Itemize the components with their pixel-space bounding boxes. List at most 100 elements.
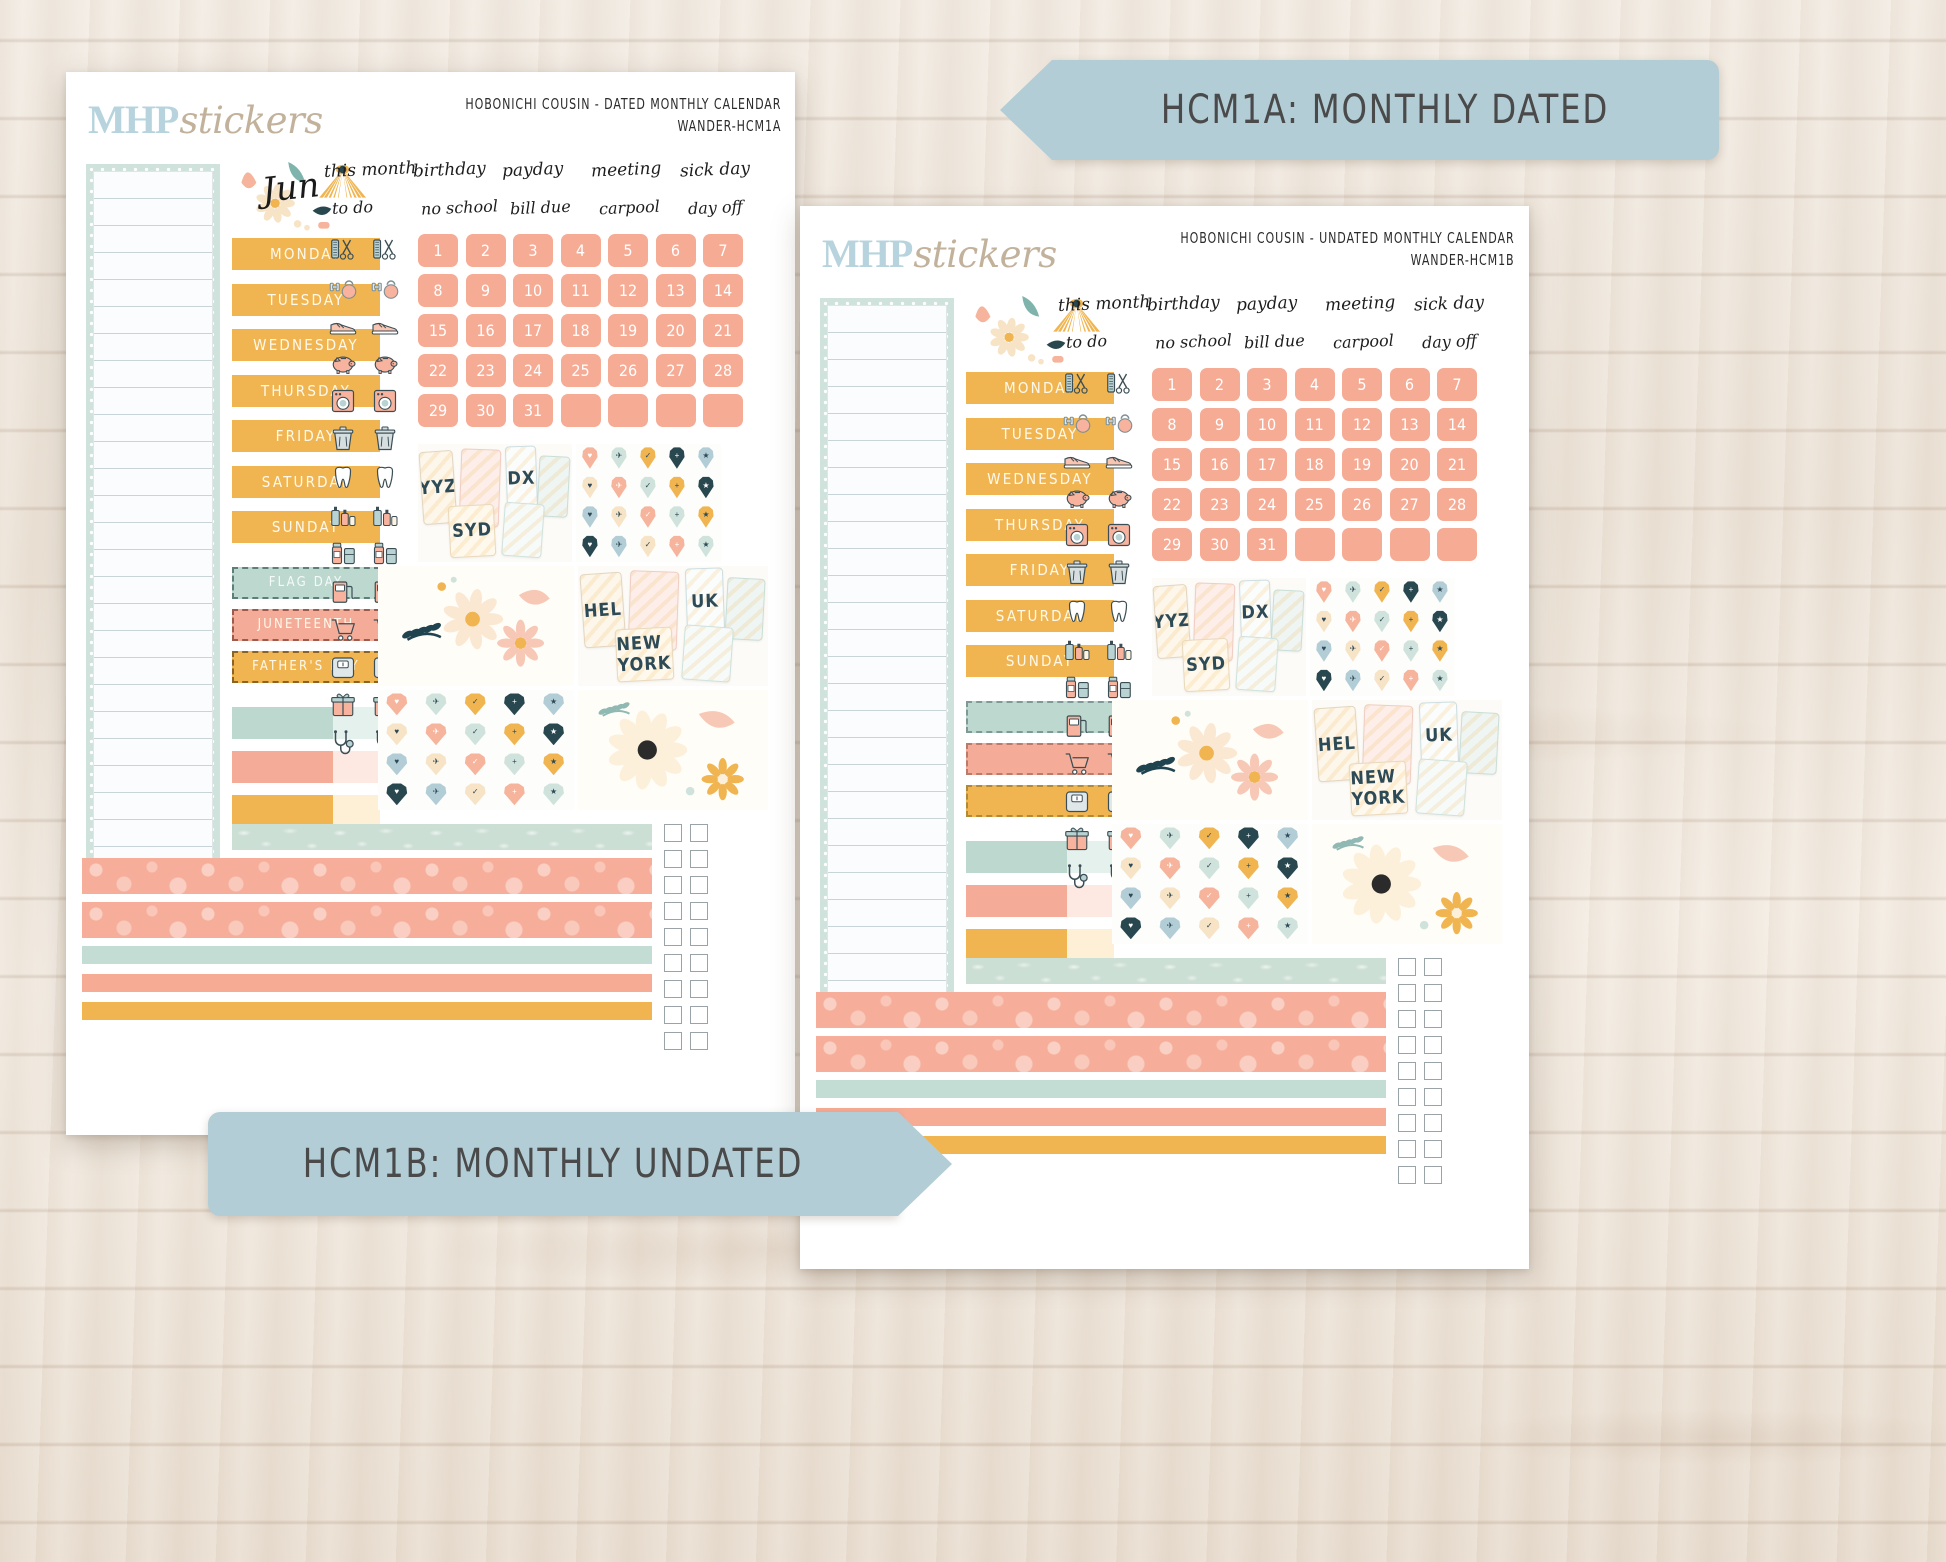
icon-gas-pump-icon[interactable]	[1062, 710, 1092, 740]
date-cell[interactable]: 18	[1294, 448, 1335, 481]
date-cell[interactable]: 3	[1247, 368, 1287, 401]
icon-toiletries-icon[interactable]	[370, 500, 400, 530]
icon-toiletries-icon[interactable]	[1062, 634, 1092, 664]
sticker-sheet-dated[interactable]: MHP stickers HOBONICHI COUSIN - DATED MONT…	[66, 72, 795, 1135]
holiday-pill-0[interactable]: FLAG DAY	[232, 566, 380, 599]
checkbox-sticker[interactable]	[1398, 958, 1416, 976]
checkbox-sticker[interactable]	[690, 824, 708, 842]
checkbox-sticker[interactable]	[1424, 1010, 1442, 1028]
date-cell[interactable]: 21	[703, 314, 743, 347]
checkbox-sticker[interactable]	[664, 902, 682, 920]
icon-stethoscope-icon[interactable]	[328, 728, 358, 758]
checkbox-sticker[interactable]	[664, 954, 682, 972]
date-cell[interactable]: 21	[1437, 448, 1477, 481]
date-cell[interactable]: 22	[1152, 488, 1192, 521]
checkbox-sticker[interactable]	[1424, 958, 1442, 976]
icon-pill-bottle-icon[interactable]	[328, 538, 358, 568]
weekday-pill-saturday[interactable]: SATURDAY	[966, 599, 1114, 632]
checkbox-sticker[interactable]	[1424, 1036, 1442, 1054]
date-cell[interactable]: 4	[1294, 368, 1335, 401]
date-cell[interactable]: 12	[1342, 408, 1382, 441]
icon-bathroom-scale-icon[interactable]	[1062, 786, 1092, 816]
date-cell-blank[interactable]	[655, 394, 696, 427]
date-cell[interactable]: 23	[1199, 488, 1240, 521]
two-tone-flag-1[interactable]	[966, 884, 1114, 917]
two-tone-flag-2[interactable]	[232, 794, 380, 827]
icon-tooth-icon[interactable]	[370, 462, 400, 492]
date-cell[interactable]: 3	[513, 234, 553, 267]
checkbox-sticker[interactable]	[1398, 1036, 1416, 1054]
date-cell[interactable]: 17	[1247, 448, 1287, 481]
date-cell[interactable]: 1	[1152, 368, 1192, 401]
date-cell[interactable]: 15	[1152, 448, 1192, 481]
date-cell[interactable]: 5	[1342, 368, 1382, 401]
date-cell[interactable]: 11	[560, 274, 601, 307]
date-cell[interactable]: 5	[608, 234, 648, 267]
checkbox-sticker[interactable]	[664, 1006, 682, 1024]
date-cell[interactable]: 29	[418, 394, 458, 427]
date-cell[interactable]: 13	[1389, 408, 1430, 441]
date-cell[interactable]: 20	[1389, 448, 1430, 481]
icon-pill-bottle-icon[interactable]	[1062, 672, 1092, 702]
date-cell[interactable]: 15	[418, 314, 458, 347]
date-cell[interactable]: 27	[655, 354, 696, 387]
icon-dumbbell-kettlebell-icon[interactable]	[1062, 406, 1092, 436]
two-tone-flag-1[interactable]	[232, 750, 380, 783]
icon-piggy-bank-icon[interactable]	[1062, 482, 1092, 512]
weekday-pill-wednesday[interactable]: WEDNESDAY	[232, 329, 380, 361]
icon-sneaker-icon[interactable]	[1104, 444, 1134, 474]
date-cell[interactable]: 10	[513, 274, 553, 307]
date-cell[interactable]: 16	[1199, 448, 1240, 481]
date-cell[interactable]: 12	[608, 274, 648, 307]
checkbox-sticker[interactable]	[690, 928, 708, 946]
checkbox-sticker[interactable]	[690, 850, 708, 868]
date-cell[interactable]: 30	[465, 394, 506, 427]
checkbox-sticker[interactable]	[1424, 1166, 1442, 1184]
two-tone-flag-0[interactable]	[966, 840, 1114, 873]
washi-solid-gold-strip-5[interactable]	[816, 1136, 1386, 1154]
date-cell[interactable]: 8	[1152, 408, 1192, 441]
date-cell[interactable]: 31	[513, 394, 553, 427]
date-cell[interactable]: 29	[1152, 528, 1192, 561]
checkbox-sticker[interactable]	[664, 824, 682, 842]
date-cell[interactable]: 24	[1247, 488, 1287, 521]
lined-notes-box[interactable]	[86, 164, 220, 884]
weekday-pill-monday[interactable]: MONDAY	[966, 372, 1114, 404]
date-cell[interactable]: 28	[1437, 488, 1477, 521]
date-cell[interactable]: 31	[1247, 528, 1287, 561]
checkbox-sticker[interactable]	[690, 954, 708, 972]
date-cell[interactable]: 2	[465, 234, 506, 267]
date-cell-blank[interactable]	[1294, 528, 1335, 561]
date-cell[interactable]: 25	[1294, 488, 1335, 521]
icon-gas-pump-icon[interactable]	[328, 576, 358, 606]
checkbox-sticker[interactable]	[690, 1006, 708, 1024]
icon-trash-can-icon[interactable]	[328, 424, 358, 454]
washi-floral-peach-washi-1[interactable]	[816, 992, 1386, 1028]
washi-leaf-mint-washi-0[interactable]	[232, 824, 652, 850]
icon-stethoscope-icon[interactable]	[1062, 862, 1092, 892]
holiday-pill-0[interactable]	[966, 700, 1114, 733]
icon-piggy-bank-icon[interactable]	[370, 348, 400, 378]
weekday-pill-friday[interactable]: FRIDAY	[966, 554, 1114, 586]
weekday-pill-friday[interactable]: FRIDAY	[232, 420, 380, 452]
checkbox-sticker[interactable]	[1424, 1114, 1442, 1132]
date-cell-blank[interactable]	[703, 394, 743, 427]
icon-piggy-bank-icon[interactable]	[1104, 482, 1134, 512]
date-cell-blank[interactable]	[1437, 528, 1477, 561]
date-cell[interactable]: 25	[560, 354, 601, 387]
icon-toiletries-icon[interactable]	[1104, 634, 1134, 664]
weekday-pill-sunday[interactable]: SUNDAY	[966, 645, 1114, 677]
holiday-pill-2[interactable]: FATHER'S DAY	[232, 650, 380, 683]
sticker-sheet-undated[interactable]: MHP stickers HOBONICHI COUSIN - UNDATED MO…	[800, 206, 1529, 1269]
icon-tooth-icon[interactable]	[328, 462, 358, 492]
weekday-pill-monday[interactable]: MONDAY	[232, 238, 380, 270]
date-cell[interactable]: 19	[608, 314, 648, 347]
weekday-pill-tuesday[interactable]: TUESDAY	[966, 417, 1114, 450]
icon-washing-machine-icon[interactable]	[1062, 520, 1092, 550]
icon-shopping-cart-icon[interactable]	[1062, 748, 1092, 778]
date-cell[interactable]: 8	[418, 274, 458, 307]
date-cell[interactable]: 23	[465, 354, 506, 387]
notes-lines[interactable]	[827, 305, 947, 1011]
icon-washing-machine-icon[interactable]	[1104, 520, 1134, 550]
date-cell[interactable]: 26	[1342, 488, 1382, 521]
